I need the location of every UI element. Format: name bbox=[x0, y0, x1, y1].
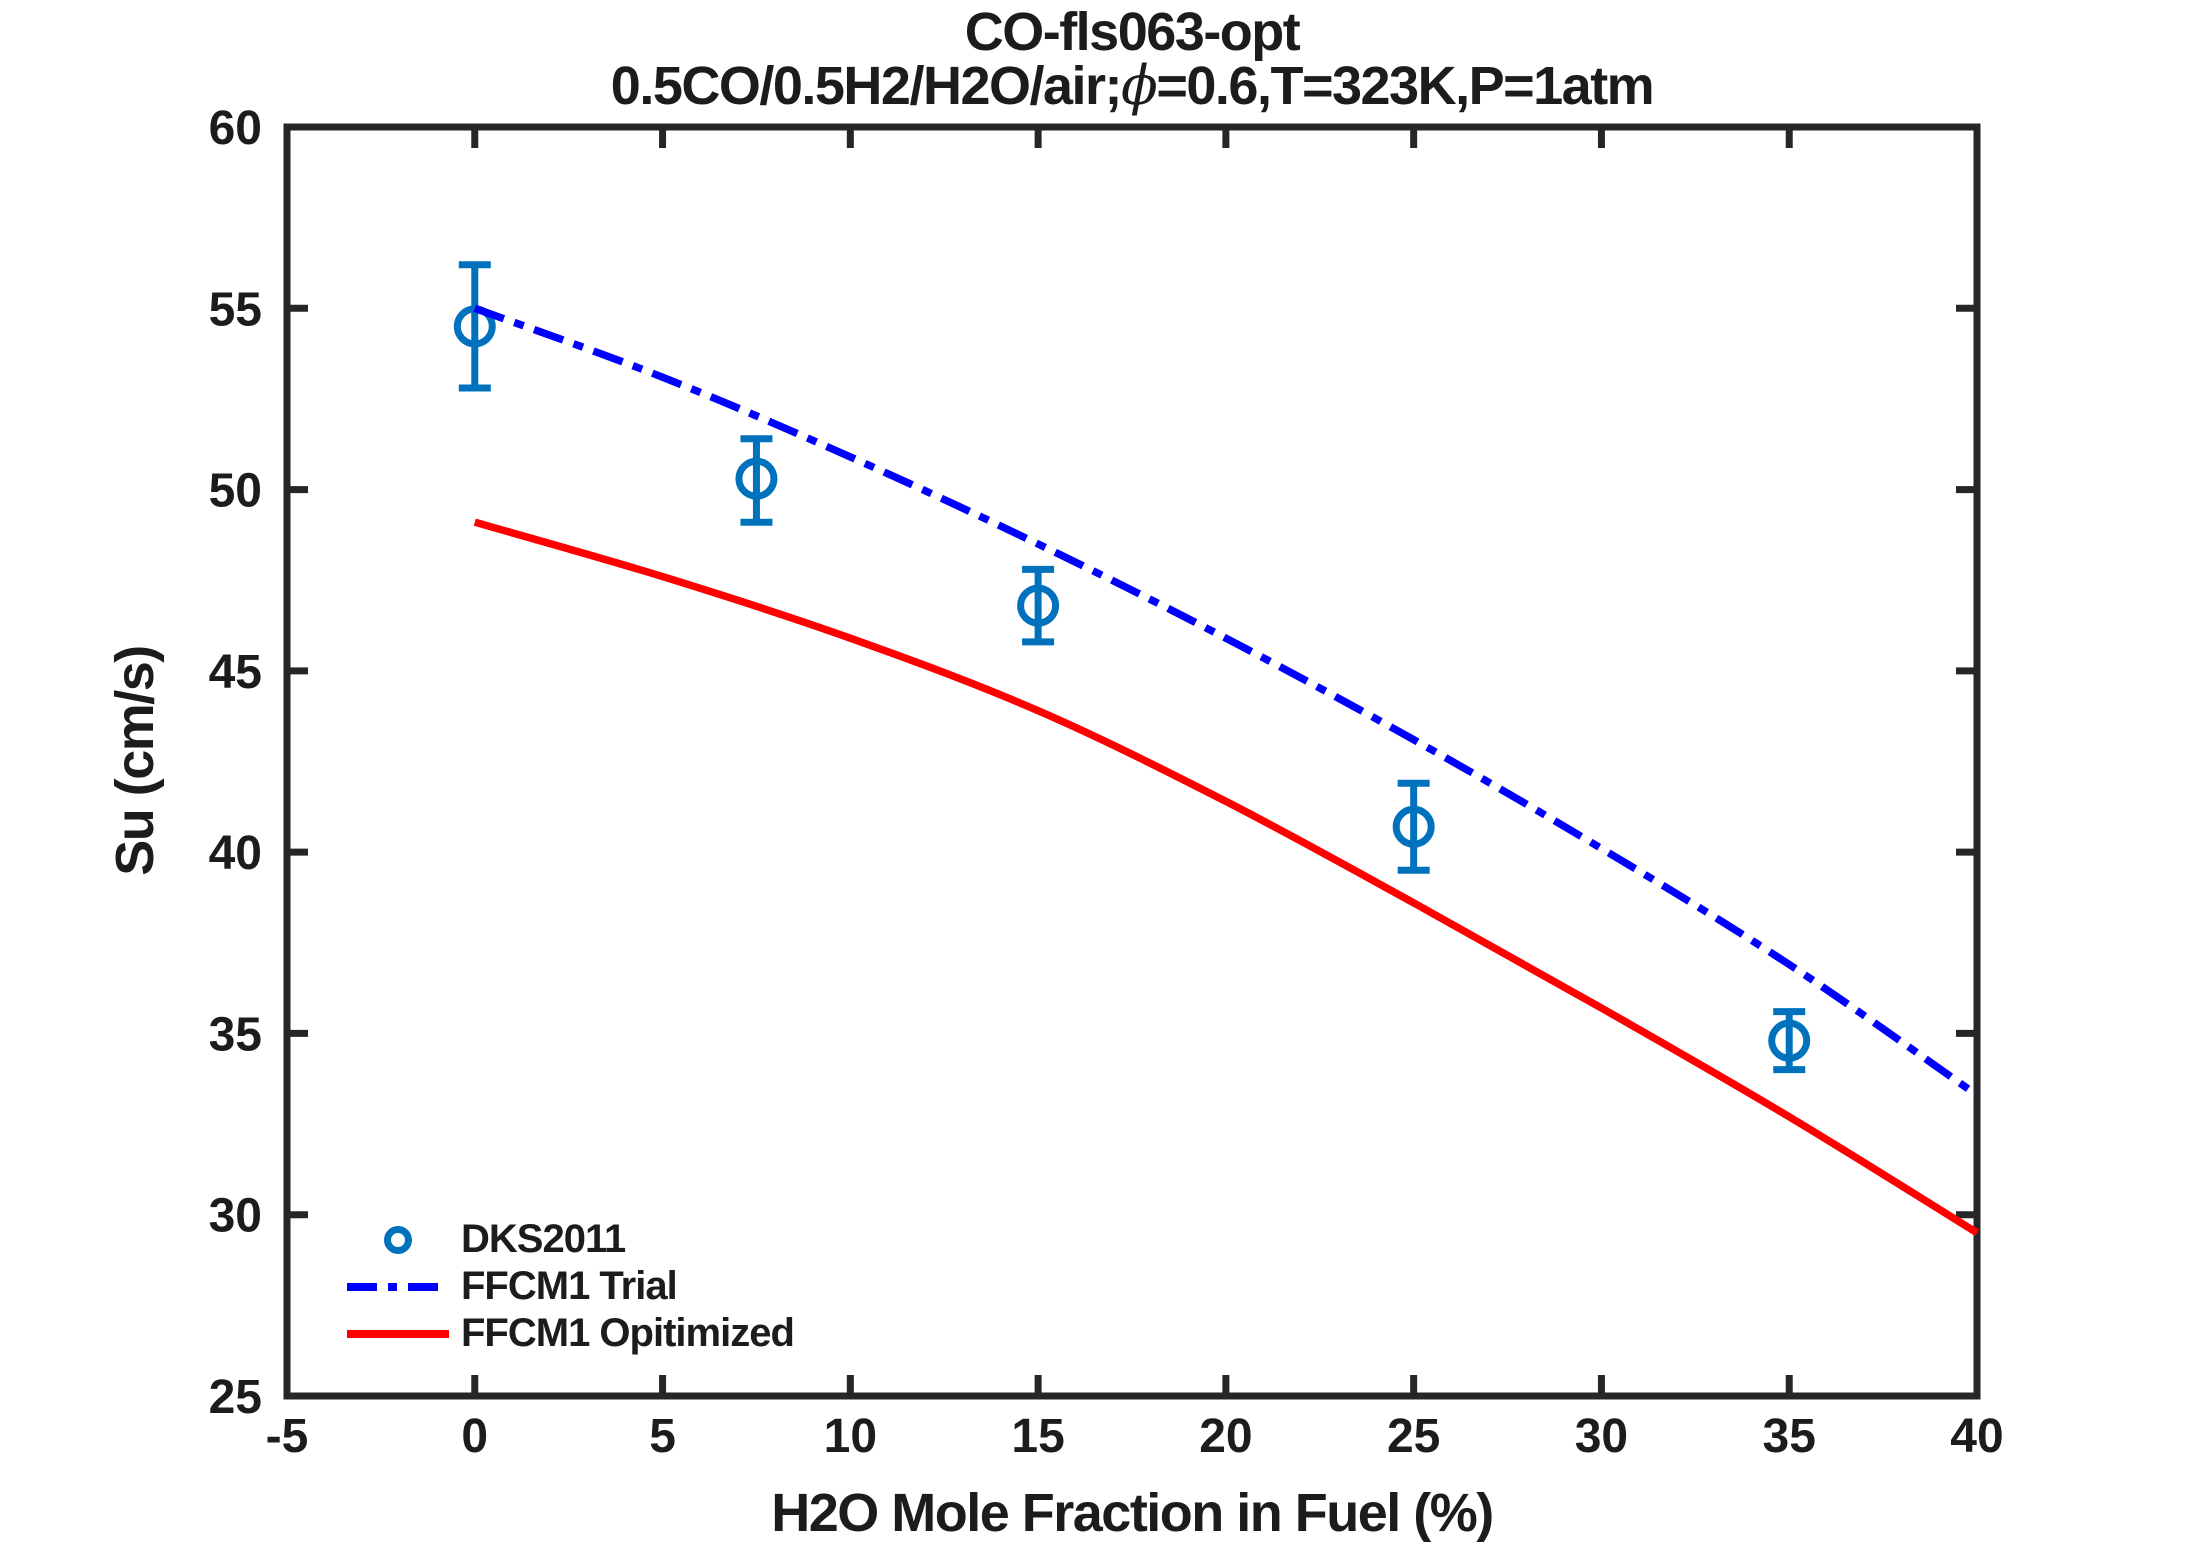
data-point-marker bbox=[735, 457, 778, 500]
y-axis-tick-label: 45 bbox=[209, 646, 262, 699]
subtitle-prefix: 0.5CO/0.5H2/H2O/air; bbox=[610, 56, 1123, 116]
y-axis-tick-label: 35 bbox=[209, 1008, 262, 1061]
data-point-marker bbox=[1017, 584, 1060, 627]
open-circle-marker-icon bbox=[384, 1225, 412, 1254]
x-axis-tick-label: 30 bbox=[1575, 1410, 1628, 1463]
data-point-marker bbox=[1392, 805, 1435, 848]
y-axis-tick-label: 25 bbox=[209, 1371, 262, 1424]
x-axis-tick-label: 15 bbox=[1011, 1410, 1064, 1463]
y-axis-tick-label: 30 bbox=[209, 1190, 262, 1243]
x-axis-tick-label: 10 bbox=[824, 1410, 877, 1463]
legend-swatch-area bbox=[347, 1282, 449, 1291]
x-axis-tick-label: 40 bbox=[1950, 1410, 2003, 1463]
chart-title: CO-fls063-opt bbox=[964, 2, 1301, 62]
x-axis-tick-label: 35 bbox=[1763, 1410, 1816, 1463]
y-axis-tick-label: 60 bbox=[209, 102, 262, 155]
legend-item-dks2011: DKS2011 bbox=[347, 1216, 794, 1263]
x-axis-tick-label: 0 bbox=[461, 1410, 488, 1463]
legend-label: FFCM1 Trial bbox=[461, 1264, 678, 1308]
series-line-ffcm1-opitimized bbox=[473, 518, 1979, 1236]
series-line-ffcm1-trial bbox=[473, 304, 1980, 1099]
x-axis-tick-label: 20 bbox=[1199, 1410, 1252, 1463]
data-point-marker bbox=[1768, 1019, 1811, 1062]
subtitle-suffix: =0.6,T=323K,P=1atm bbox=[1156, 56, 1654, 116]
x-axis-tick-label: -5 bbox=[266, 1410, 309, 1463]
y-axis-tick-label: 40 bbox=[209, 827, 262, 880]
legend-item-ffcm1-optimized: FFCM1 Opitimized bbox=[347, 1310, 795, 1357]
legend-swatch-area bbox=[347, 1225, 449, 1254]
y-axis-tick-label: 50 bbox=[209, 465, 262, 518]
dash-dot-line-icon bbox=[347, 1282, 449, 1291]
legend-label: FFCM1 Opitimized bbox=[461, 1311, 795, 1355]
legend-swatch-area bbox=[347, 1329, 449, 1338]
plot-box bbox=[283, 123, 1981, 1400]
y-axis-label: Su (cm/s) bbox=[105, 646, 165, 876]
solid-line-icon bbox=[347, 1329, 449, 1338]
legend: DKS2011 FFCM1 Trial FFCM1 Opitimized bbox=[347, 1216, 795, 1357]
x-axis-tick-label: 5 bbox=[649, 1410, 676, 1463]
legend-item-ffcm1-trial: FFCM1 Trial bbox=[347, 1263, 794, 1310]
legend-label: DKS2011 bbox=[461, 1217, 626, 1261]
x-axis-label: H2O Mole Fraction in Fuel (%) bbox=[771, 1483, 1494, 1543]
chart-subtitle: 0.5CO/0.5H2/H2O/air;ϕ=0.6,T=323K,P=1atm bbox=[287, 54, 1977, 117]
y-axis-tick-label: 55 bbox=[209, 283, 262, 336]
phi-symbol: ϕ bbox=[1121, 54, 1158, 117]
x-axis-tick-label: 25 bbox=[1387, 1410, 1440, 1463]
